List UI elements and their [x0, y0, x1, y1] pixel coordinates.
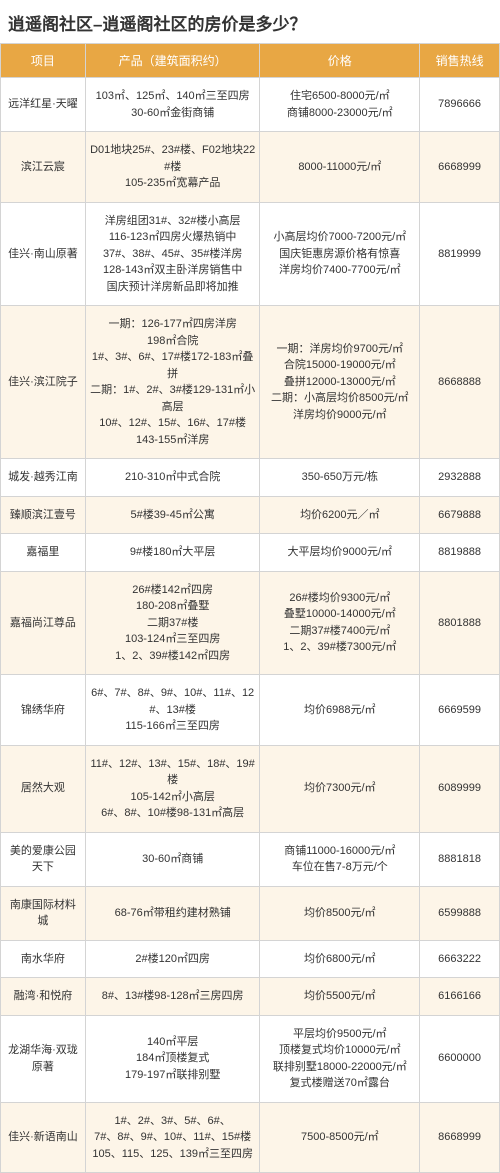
cell-project: 佳兴·滨江院子: [1, 306, 86, 459]
cell-product: 30-60㎡商铺: [85, 832, 260, 886]
table-row: 佳兴·新语南山1#、2#、3#、5#、6#、 7#、8#、9#、10#、11#、…: [1, 1102, 500, 1173]
cell-project: 臻顺滨江壹号: [1, 496, 86, 534]
cell-phone: 8881818: [420, 832, 500, 886]
cell-project: 滨江云宸: [1, 132, 86, 203]
table-row: 嘉福里9#楼180㎡大平层大平层均价9000元/㎡8819888: [1, 534, 500, 572]
cell-price: 7500-8500元/㎡: [260, 1102, 420, 1173]
table-row: 嘉福尚江尊品26#楼142㎡四房 180-208㎡叠墅 二期37#楼 103-1…: [1, 571, 500, 675]
cell-product: 68-76㎡带租约建材熟铺: [85, 886, 260, 940]
table-row: 美的爱康公园天下30-60㎡商铺商铺11000-16000元/㎡ 车位在售7-8…: [1, 832, 500, 886]
col-project: 项目: [1, 44, 86, 78]
cell-phone: 8668999: [420, 1102, 500, 1173]
cell-product: 9#楼180㎡大平层: [85, 534, 260, 572]
cell-product: 一期：126-177㎡四房洋房 198㎡合院 1#、3#、6#、17#楼172-…: [85, 306, 260, 459]
cell-product: 6#、7#、8#、9#、10#、11#、12#、13#楼 115-166㎡三至四…: [85, 675, 260, 746]
cell-price: 均价6800元/㎡: [260, 940, 420, 978]
cell-phone: 6089999: [420, 745, 500, 832]
cell-price: 均价6988元/㎡: [260, 675, 420, 746]
cell-phone: 6663222: [420, 940, 500, 978]
cell-phone: 6166166: [420, 978, 500, 1016]
cell-price: 住宅6500-8000元/㎡ 商铺8000-23000元/㎡: [260, 78, 420, 132]
cell-phone: 6668999: [420, 132, 500, 203]
cell-price: 8000-11000元/㎡: [260, 132, 420, 203]
col-price: 价格: [260, 44, 420, 78]
cell-project: 居然大观: [1, 745, 86, 832]
cell-price: 小高层均价7000-7200元/㎡ 国庆钜惠房源价格有惊喜 洋房均价7400-7…: [260, 202, 420, 306]
cell-product: 1#、2#、3#、5#、6#、 7#、8#、9#、10#、11#、15#楼 10…: [85, 1102, 260, 1173]
table-row: 居然大观11#、12#、13#、15#、18#、19#楼 105-142㎡小高层…: [1, 745, 500, 832]
cell-price: 均价5500元/㎡: [260, 978, 420, 1016]
cell-project: 嘉福尚江尊品: [1, 571, 86, 675]
cell-project: 嘉福里: [1, 534, 86, 572]
table-row: 佳兴·南山原著洋房组团31#、32#楼小高层 116-123㎡四房火爆热销中 3…: [1, 202, 500, 306]
cell-project: 锦绣华府: [1, 675, 86, 746]
table-row: 臻顺滨江壹号5#楼39-45㎡公寓均价6200元／㎡6679888: [1, 496, 500, 534]
cell-product: 140㎡平层 184㎡顶楼复式 179-197㎡联排别墅: [85, 1015, 260, 1102]
table-row: 融湾·和悦府8#、13#楼98-128㎡三房四房均价5500元/㎡6166166: [1, 978, 500, 1016]
page-title: 逍遥阁社区–逍遥阁社区的房价是多少？: [0, 0, 500, 43]
cell-phone: 6600000: [420, 1015, 500, 1102]
cell-project: 城发·越秀江南: [1, 459, 86, 497]
table-row: 滨江云宸D01地块25#、23#楼、F02地块22#楼 105-235㎡宽幕产品…: [1, 132, 500, 203]
cell-phone: 8668888: [420, 306, 500, 459]
cell-phone: 2932888: [420, 459, 500, 497]
cell-product: 2#楼120㎡四房: [85, 940, 260, 978]
cell-phone: 6679888: [420, 496, 500, 534]
cell-phone: 6669599: [420, 675, 500, 746]
cell-product: 103㎡、125㎡、140㎡三至四房 30-60㎡金街商铺: [85, 78, 260, 132]
cell-project: 南水华府: [1, 940, 86, 978]
table-row: 佳兴·滨江院子一期：126-177㎡四房洋房 198㎡合院 1#、3#、6#、1…: [1, 306, 500, 459]
table-row: 远洋红星·天曜103㎡、125㎡、140㎡三至四房 30-60㎡金街商铺住宅65…: [1, 78, 500, 132]
cell-price: 大平层均价9000元/㎡: [260, 534, 420, 572]
cell-product: 26#楼142㎡四房 180-208㎡叠墅 二期37#楼 103-124㎡三至四…: [85, 571, 260, 675]
cell-product: 11#、12#、13#、15#、18#、19#楼 105-142㎡小高层 6#、…: [85, 745, 260, 832]
cell-price: 一期：洋房均价9700元/㎡ 合院15000-19000元/㎡ 叠拼12000-…: [260, 306, 420, 459]
cell-project: 龙湖华海·双珑原著: [1, 1015, 86, 1102]
cell-product: 8#、13#楼98-128㎡三房四房: [85, 978, 260, 1016]
cell-phone: 8819999: [420, 202, 500, 306]
cell-product: 洋房组团31#、32#楼小高层 116-123㎡四房火爆热销中 37#、38#、…: [85, 202, 260, 306]
cell-project: 美的爱康公园天下: [1, 832, 86, 886]
cell-price: 平层均价9500元/㎡ 顶楼复式均价10000元/㎡ 联排别墅18000-220…: [260, 1015, 420, 1102]
cell-phone: 8819888: [420, 534, 500, 572]
cell-price: 26#楼均价9300元/㎡ 叠墅10000-14000元/㎡ 二期37#楼740…: [260, 571, 420, 675]
cell-price: 均价7300元/㎡: [260, 745, 420, 832]
cell-project: 南康国际材料城: [1, 886, 86, 940]
cell-project: 佳兴·南山原著: [1, 202, 86, 306]
cell-product: 5#楼39-45㎡公寓: [85, 496, 260, 534]
table-row: 南康国际材料城68-76㎡带租约建材熟铺均价8500元/㎡6599888: [1, 886, 500, 940]
cell-price: 350-650万元/栋: [260, 459, 420, 497]
table-row: 城发·越秀江南210-310㎡中式合院350-650万元/栋2932888: [1, 459, 500, 497]
cell-phone: 7896666: [420, 78, 500, 132]
cell-product: D01地块25#、23#楼、F02地块22#楼 105-235㎡宽幕产品: [85, 132, 260, 203]
cell-phone: 6599888: [420, 886, 500, 940]
cell-project: 远洋红星·天曜: [1, 78, 86, 132]
col-product: 产品（建筑面积约）: [85, 44, 260, 78]
cell-product: 210-310㎡中式合院: [85, 459, 260, 497]
cell-price: 均价6200元／㎡: [260, 496, 420, 534]
cell-project: 融湾·和悦府: [1, 978, 86, 1016]
table-row: 锦绣华府6#、7#、8#、9#、10#、11#、12#、13#楼 115-166…: [1, 675, 500, 746]
cell-phone: 8801888: [420, 571, 500, 675]
col-phone: 销售热线: [420, 44, 500, 78]
cell-project: 佳兴·新语南山: [1, 1102, 86, 1173]
cell-price: 商铺11000-16000元/㎡ 车位在售7-8万元/个: [260, 832, 420, 886]
property-table: 项目 产品（建筑面积约） 价格 销售热线 远洋红星·天曜103㎡、125㎡、14…: [0, 43, 500, 1173]
cell-price: 均价8500元/㎡: [260, 886, 420, 940]
table-row: 龙湖华海·双珑原著140㎡平层 184㎡顶楼复式 179-197㎡联排别墅平层均…: [1, 1015, 500, 1102]
table-header-row: 项目 产品（建筑面积约） 价格 销售热线: [1, 44, 500, 78]
table-row: 南水华府2#楼120㎡四房均价6800元/㎡6663222: [1, 940, 500, 978]
